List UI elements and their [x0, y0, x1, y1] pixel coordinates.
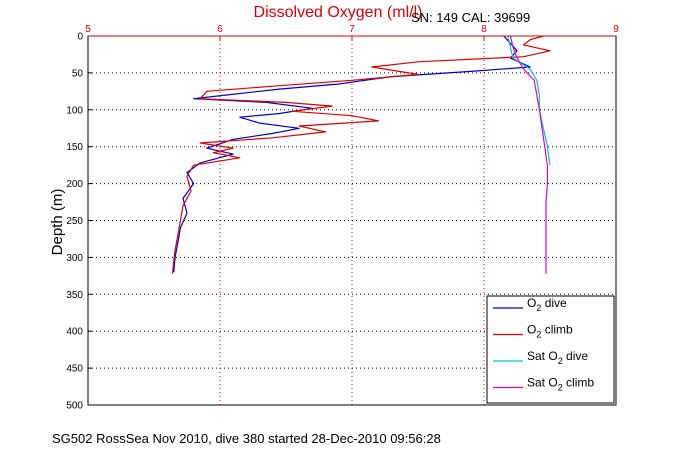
y-axis-label: Depth (m) — [49, 189, 66, 256]
legend-label: O2 dive — [527, 296, 567, 313]
y-tick-label: 100 — [66, 105, 83, 116]
y-tick-label: 250 — [66, 216, 83, 227]
legend: O2 dive O2 climb Sat O2 dive Sat O2 climb — [486, 295, 615, 404]
legend-box — [486, 295, 615, 404]
x-tick-label: 9 — [613, 24, 619, 35]
series-line-sat-o2-climb — [509, 35, 549, 274]
y-tick-label: 300 — [66, 253, 83, 264]
y-tick-label: 150 — [66, 142, 83, 153]
x-tick-label: 8 — [481, 24, 487, 35]
y-tick-label: 400 — [66, 327, 83, 338]
grid — [87, 35, 617, 406]
y-tick-label: 50 — [72, 68, 84, 79]
y-tick-label: 450 — [66, 364, 83, 375]
y-tick-label: 350 — [66, 290, 83, 301]
chart-title: Dissolved Oxygen (ml/l) — [254, 4, 423, 21]
series-line-sat-o2-dive — [507, 35, 551, 166]
data-series — [171, 35, 551, 274]
x-tick-label: 5 — [85, 24, 91, 35]
serial-cal-label: SN: 149 CAL: 39699 — [411, 10, 530, 25]
legend-label: Sat O2 climb — [527, 376, 594, 393]
footer-caption: SG502 RossSea Nov 2010, dive 380 started… — [52, 431, 441, 446]
tick-labels: 5 6 7 8 9 0 50 100 150 200 250 300 350 400 450 500 — [66, 24, 619, 412]
x-tick-label: 6 — [217, 24, 223, 35]
y-tick-label: 0 — [77, 32, 83, 43]
series-line-o2-dive — [173, 35, 531, 273]
x-tick-label: 7 — [349, 24, 355, 35]
y-tick-label: 500 — [66, 401, 83, 412]
legend-label: Sat O2 dive — [527, 349, 588, 366]
y-tick-label: 200 — [66, 179, 83, 190]
legend-label: O2 climb — [527, 323, 573, 340]
series-line-o2-climb — [171, 35, 551, 274]
